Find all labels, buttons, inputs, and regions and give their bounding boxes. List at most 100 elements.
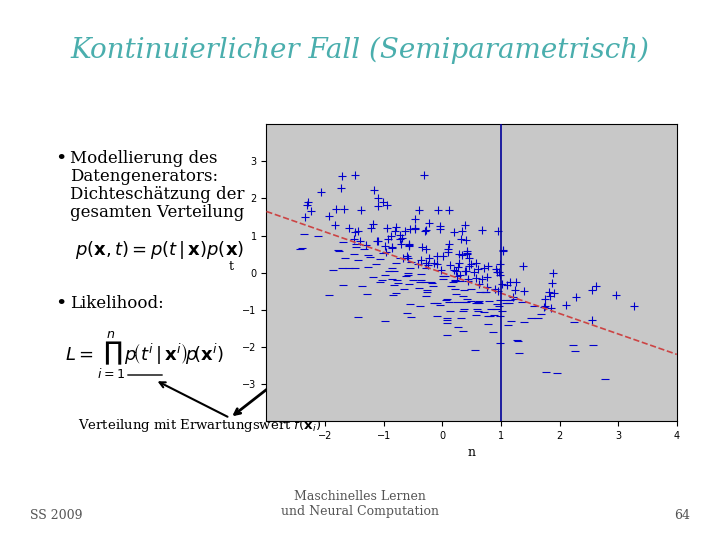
Point [497, 306, 508, 315]
Point [294, 244, 305, 253]
Point [395, 240, 407, 248]
Text: $p(\mathbf{x},t) = p(t\,|\,\mathbf{x})p(\mathbf{x})$: $p(\mathbf{x},t) = p(t\,|\,\mathbf{x})p(… [75, 239, 244, 261]
Point [367, 220, 379, 228]
Point [517, 261, 528, 270]
Point [401, 252, 413, 260]
Point [297, 244, 308, 252]
Point [457, 327, 469, 335]
Point [495, 311, 506, 320]
Point [459, 285, 470, 294]
Point [470, 259, 482, 267]
Point [413, 206, 425, 214]
Point [441, 330, 453, 339]
Point [397, 234, 408, 243]
Point [441, 318, 453, 327]
Point [437, 275, 449, 284]
Point [460, 267, 472, 275]
Point [436, 266, 447, 274]
Text: Verteilung mit Erwartungswert $f(\mathbf{x}_i)$: Verteilung mit Erwartungswert $f(\mathbf… [78, 416, 322, 434]
Point [482, 320, 494, 329]
Point [588, 340, 599, 349]
Point [500, 299, 511, 307]
Text: Maschinelles Lernen
und Neural Computation: Maschinelles Lernen und Neural Computati… [281, 490, 439, 518]
Point [302, 200, 313, 209]
Text: gesamten Verteilung: gesamten Verteilung [70, 204, 244, 221]
Point [423, 254, 434, 262]
Text: •: • [55, 295, 66, 313]
Point [385, 232, 397, 240]
Point [482, 311, 494, 320]
Point [391, 288, 402, 297]
Point [544, 288, 555, 296]
Point [402, 254, 414, 262]
Point [528, 301, 540, 310]
Point [431, 251, 443, 260]
Point [482, 262, 494, 271]
Point [381, 224, 392, 233]
Point [485, 312, 496, 321]
Point [372, 201, 383, 210]
Point [302, 197, 313, 206]
Point [451, 266, 462, 275]
Point [453, 262, 464, 271]
Point [450, 285, 462, 293]
Point [371, 260, 382, 268]
Point [502, 321, 513, 329]
Point [535, 310, 546, 319]
Point [391, 275, 402, 284]
Point [495, 296, 506, 305]
Point [336, 171, 348, 180]
Point [405, 313, 417, 322]
Point [458, 305, 469, 314]
Point [361, 240, 372, 249]
Point [351, 243, 362, 252]
Point [470, 299, 482, 308]
Point [299, 230, 310, 239]
Point [497, 245, 508, 254]
Point [510, 278, 522, 286]
Point [403, 240, 415, 248]
Point [353, 255, 364, 264]
Point [447, 278, 459, 286]
Point [409, 224, 420, 232]
Point [420, 285, 432, 294]
Point [518, 318, 529, 326]
Point [458, 298, 469, 307]
Point [427, 282, 438, 291]
Point [441, 296, 452, 305]
Point [481, 273, 492, 281]
Point [379, 271, 391, 280]
Point [492, 268, 503, 276]
Point [343, 264, 355, 273]
Point [473, 299, 485, 307]
Point [365, 224, 377, 232]
Point [449, 277, 460, 286]
Point [511, 336, 523, 345]
Point [494, 301, 505, 310]
Point [495, 260, 506, 268]
Point [415, 255, 427, 264]
Point [379, 317, 391, 326]
Point [459, 267, 471, 276]
Point [388, 267, 400, 275]
Point [478, 264, 490, 272]
Point [252, 140, 264, 149]
Point [421, 288, 433, 296]
Point [455, 314, 467, 322]
Point [419, 226, 431, 235]
Point [312, 232, 324, 240]
Point [395, 231, 406, 239]
Point [404, 300, 415, 309]
Point [490, 285, 501, 293]
Point [300, 213, 311, 222]
Point [431, 312, 443, 320]
Point [462, 246, 473, 255]
Point [420, 259, 431, 268]
Point [453, 259, 464, 268]
Point [444, 298, 455, 306]
Point [610, 291, 621, 299]
Point [465, 260, 477, 268]
Point [410, 215, 421, 224]
Point [552, 369, 563, 377]
Point [490, 305, 502, 313]
